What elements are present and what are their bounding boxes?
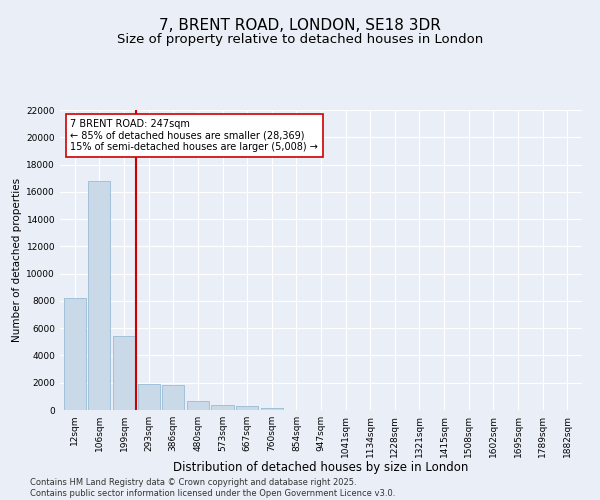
Bar [113,336,135,410]
Bar [162,385,184,410]
Y-axis label: Number of detached properties: Number of detached properties [12,178,22,342]
Bar [211,405,233,410]
Text: 7 BRENT ROAD: 247sqm
← 85% of detached houses are smaller (28,369)
15% of semi-d: 7 BRENT ROAD: 247sqm ← 85% of detached h… [70,119,319,152]
Bar [88,181,110,410]
Text: Contains HM Land Registry data © Crown copyright and database right 2025.
Contai: Contains HM Land Registry data © Crown c… [30,478,395,498]
Text: Size of property relative to detached houses in London: Size of property relative to detached ho… [117,32,483,46]
Bar [236,406,258,410]
Bar [187,400,209,410]
Bar [64,298,86,410]
Text: 7, BRENT ROAD, LONDON, SE18 3DR: 7, BRENT ROAD, LONDON, SE18 3DR [159,18,441,32]
Bar [260,408,283,410]
X-axis label: Distribution of detached houses by size in London: Distribution of detached houses by size … [173,461,469,474]
Bar [137,384,160,410]
